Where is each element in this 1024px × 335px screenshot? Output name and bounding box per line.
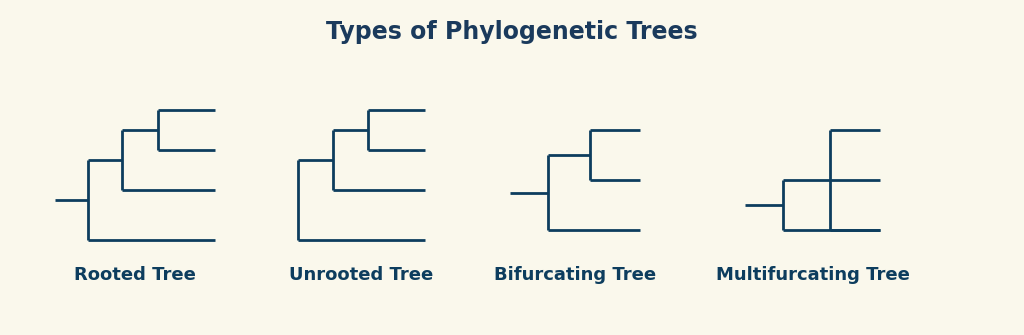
Text: Types of Phylogenetic Trees: Types of Phylogenetic Trees	[327, 20, 697, 44]
Text: Bifurcating Tree: Bifurcating Tree	[494, 266, 656, 284]
Text: Unrooted Tree: Unrooted Tree	[290, 266, 433, 284]
Text: Rooted Tree: Rooted Tree	[74, 266, 196, 284]
Text: Multifurcating Tree: Multifurcating Tree	[716, 266, 909, 284]
